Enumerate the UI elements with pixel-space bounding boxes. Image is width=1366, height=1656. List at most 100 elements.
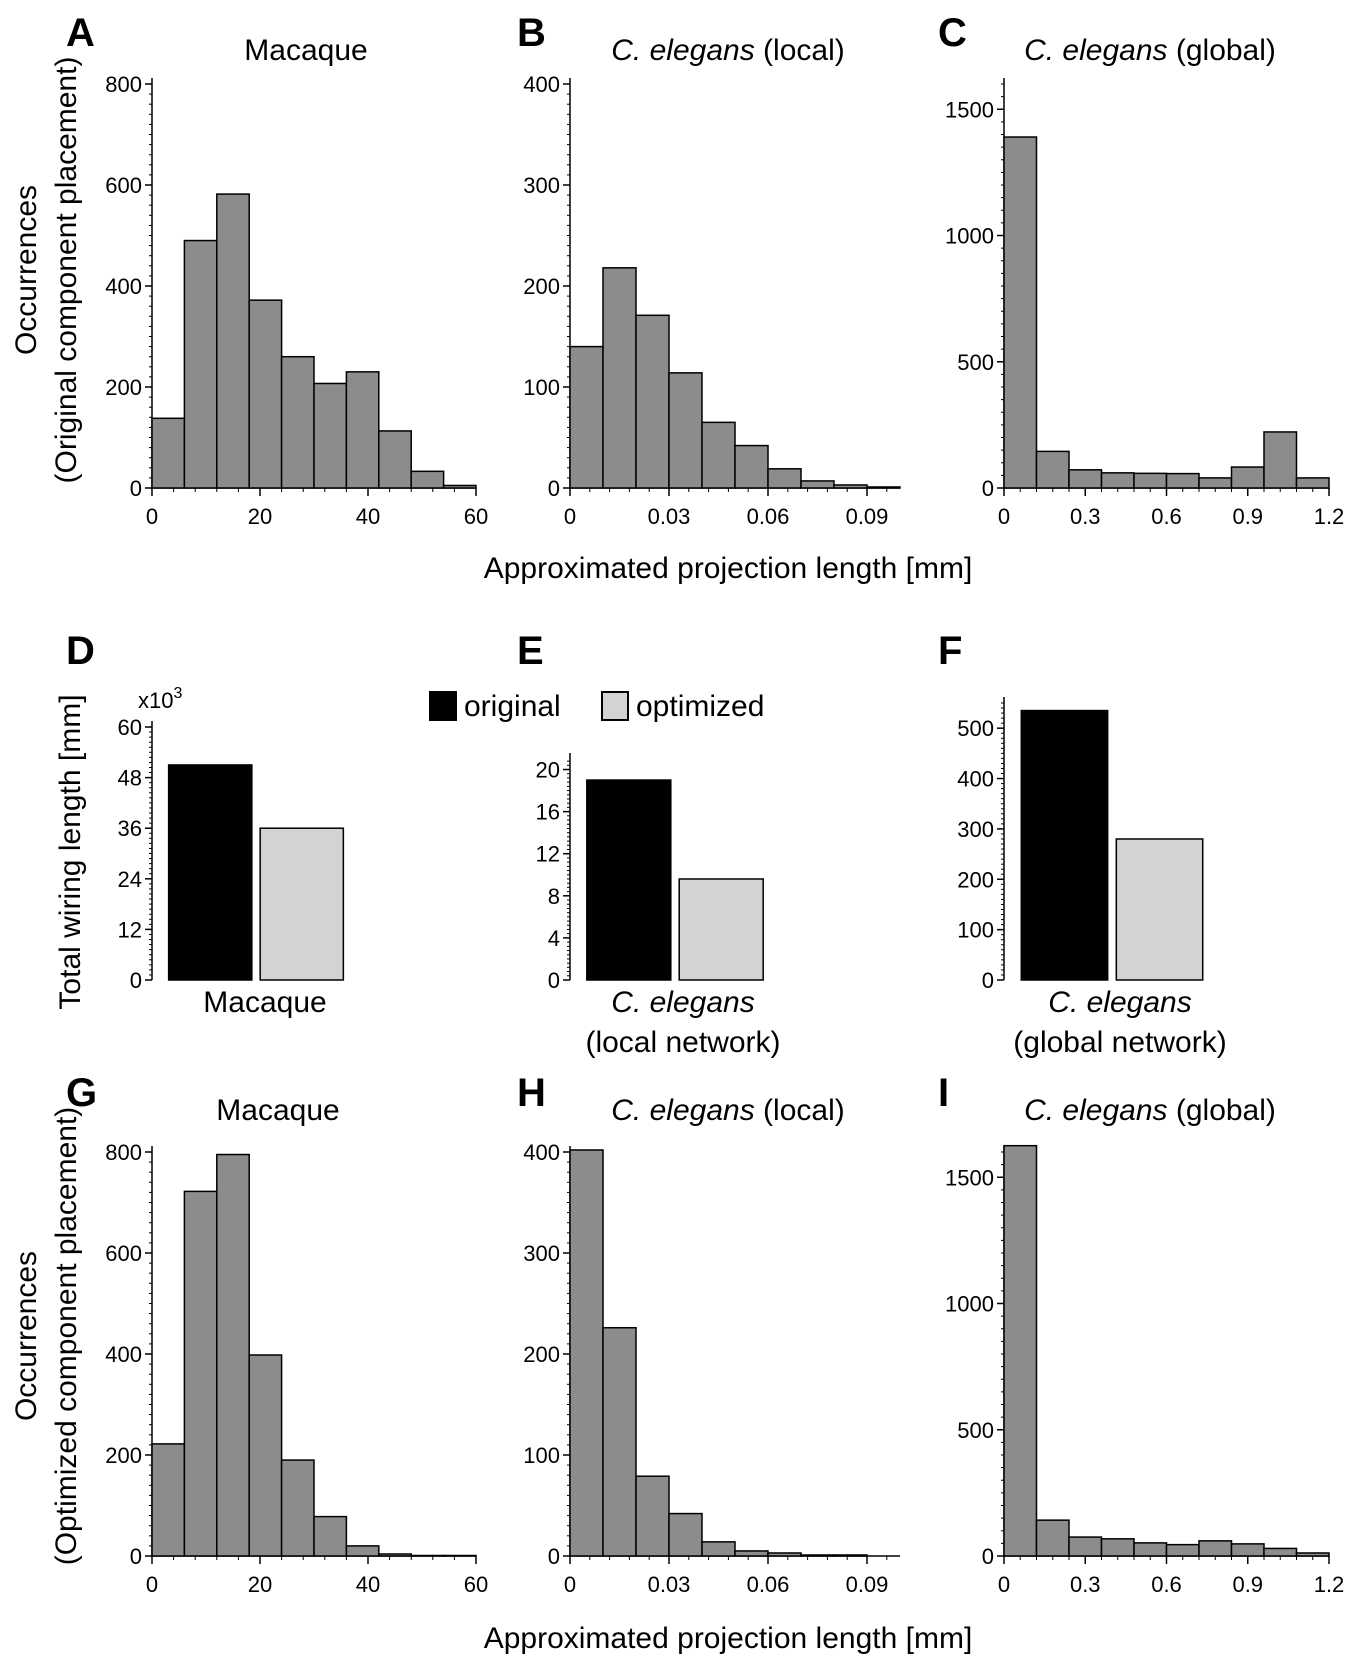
y-tick-label: 4 [548,926,560,951]
panel-f: F 0 100 200 300 400 500 C. elegans (global netwo… [938,629,1227,1059]
histogram-bar [635,1475,670,1557]
panel-title: C. elegans (local) [611,1094,844,1127]
top-xlabel: Approximated projection length [mm] [484,552,973,585]
panel-letter: A [66,11,95,55]
y-tick-label: 200 [105,1443,142,1468]
histogram-bar [668,1512,703,1557]
panel-a: A Macaque 0 200 400 600 800 0 20 40 60 [66,11,488,529]
x-tick-label: 0.09 [846,504,889,529]
middle-ylabel: Total wiring length [mm] [54,694,87,1009]
panel-title-italic: C. elegans [611,34,754,67]
y-tick-label: 100 [523,375,560,400]
histogram-bar [345,1545,380,1557]
bottom-ylabel-line1: Occurrences [10,1251,43,1421]
y-tick-label: 24 [118,867,142,892]
histogram-bar [248,1354,283,1557]
bottom-ylabel-line2: (Optimized component placement) [50,1107,83,1566]
bar-original [167,764,253,981]
x-tick-label: 0 [998,1572,1010,1597]
legend-label-original: original [464,690,561,723]
histogram-bar [1035,450,1070,489]
panel-title-suffix: (global) [1168,1094,1276,1127]
panel-letter: B [517,11,546,55]
panel-e: E 0 4 8 12 16 20 C. elegans (local network) [517,629,781,1059]
y-tick-label: 200 [105,375,142,400]
histogram-bar [1165,1543,1200,1557]
histogram-bar [866,486,901,489]
x-tick-label: 0.9 [1232,1572,1263,1597]
x-tick-label: 20 [248,504,272,529]
panel-c: C C. elegans (global) 0 500 1000 1500 0 0.3 0.6 0… [938,11,1344,529]
panel-letter: C [938,11,967,55]
top-row-y-label: Occurrences (Original component placemen… [10,57,83,484]
y-tick-label: 1000 [945,224,994,249]
y-tick-label: 12 [118,917,142,942]
y-tick-label: 20 [536,758,560,783]
y-tick-label: 0 [130,968,142,993]
histogram-bar [216,1153,250,1557]
y-tick-label: 600 [105,1241,142,1266]
category-label-line2: (local network) [585,1026,780,1059]
y-tick-label: 500 [957,350,994,375]
histogram-bar [1068,469,1103,489]
panel-title: C. elegans (local) [611,34,844,67]
y-tick-label: 36 [118,816,142,841]
x-tick-label: 0.06 [747,504,790,529]
y-tick-label: 60 [118,715,142,740]
histogram-bar [1198,1540,1233,1557]
x-tick-label: 0.3 [1070,504,1101,529]
y-tick-label: 16 [536,800,560,825]
y-tick-label: 100 [957,918,994,943]
y-tick-label: 0 [982,476,994,501]
panel-letter: D [66,629,95,673]
category-label: Macaque [203,986,326,1019]
histogram-bar [1100,472,1135,489]
panel-title-italic: C. elegans [1024,34,1167,67]
panel-title-suffix: (local) [755,1094,845,1127]
panel-title: Macaque [244,34,367,67]
x-tick-label: 60 [464,504,488,529]
legend-label-optimized: optimized [636,690,764,723]
histogram-bar [280,355,315,489]
y-tick-label: 0 [548,968,560,993]
histogram-bar [183,1190,218,1557]
histogram-bar [1263,1547,1298,1557]
histogram-bar [1230,1543,1265,1557]
y-tick-label: 1500 [945,97,994,122]
y-tick-label: 0 [548,476,560,501]
histogram-bar [569,1149,604,1557]
x-tick-label: 40 [356,1572,380,1597]
histogram-bar [1133,1542,1168,1557]
panel-g: G Macaque 0 200 400 600 800 0 20 40 60 [66,1071,488,1597]
y-tick-label: 1000 [945,1292,994,1317]
y-tick-label: 0 [982,1544,994,1569]
x-tick-label: 0 [564,1572,576,1597]
panel-letter: G [66,1071,97,1115]
top-ylabel-line2: (Original component placement) [50,57,83,484]
y-tick-label: 400 [523,1140,560,1165]
legend-swatch-optimized [601,691,629,721]
histogram-bar [734,444,769,489]
panel-h: H C. elegans (local) 0 100 200 300 400 0 0.03 0.0… [517,1071,900,1597]
y-tick-label: 12 [536,842,560,867]
histogram-bar [569,345,604,489]
x-tick-label: 0 [998,504,1010,529]
histogram-bar [602,1326,637,1557]
panel-title-italic: C. elegans [1024,1094,1167,1127]
bar-original [1020,709,1109,981]
histogram-bar [248,299,283,489]
histogram-bar [767,1552,802,1557]
x-tick-label: 0.9 [1232,504,1263,529]
y-tick-label: 300 [523,173,560,198]
histogram-bar [800,1554,835,1557]
histogram-bar [1295,477,1330,489]
bar-optimized [1115,838,1204,981]
histogram-bar [602,267,637,489]
panel-title: Macaque [216,1094,339,1127]
histogram-bar [701,1541,736,1557]
panel-title: C. elegans (global) [1024,1094,1276,1127]
bottom-row-y-label: Occurrences (Optimized component placeme… [10,1107,83,1566]
histogram-bar [313,382,348,489]
histogram-bar [410,470,445,489]
category-label-line2: (global network) [1013,1026,1226,1059]
